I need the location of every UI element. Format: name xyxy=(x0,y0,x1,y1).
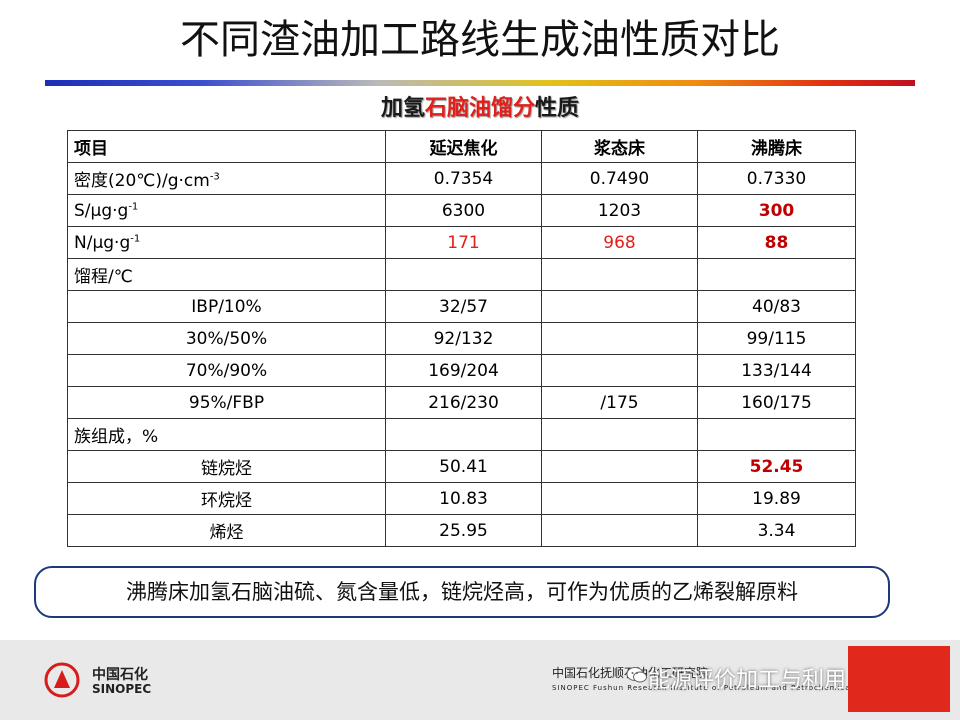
row-label-naphthenes: 环烷烃 xyxy=(67,482,386,515)
row-label-density: 密度(20℃)/g·cm-3 xyxy=(67,162,386,195)
cell-value: 25.95 xyxy=(385,514,542,547)
cell-value: 99/115 xyxy=(697,322,856,355)
row-label-95-fbp: 95%/FBP xyxy=(67,386,386,419)
cell-value xyxy=(541,290,698,323)
table-row: 70%/90% 169/204 133/144 xyxy=(67,354,856,387)
logo-text-cn: 中国石化 xyxy=(92,667,148,683)
slide-title: 不同渣油加工路线生成油性质对比 xyxy=(180,17,780,63)
row-label-70-90: 70%/90% xyxy=(67,354,386,387)
cell-value-highlight: 171 xyxy=(385,226,542,259)
cell-value xyxy=(541,354,698,387)
cell-value: 160/175 xyxy=(697,386,856,419)
cell-value: /175 xyxy=(541,386,698,419)
row-label-olefins: 烯烃 xyxy=(67,514,386,547)
institute-name-en: SINOPEC Fushun Research Institute of Pet… xyxy=(552,684,859,692)
row-label-distillation: 馏程/℃ xyxy=(67,258,386,291)
cell-value-highlight: 300 xyxy=(697,194,856,227)
row-label-text: S/μg·g xyxy=(74,200,129,221)
subtitle-part-3: 性质 xyxy=(535,96,580,121)
properties-table: 项目 延迟焦化 浆态床 沸腾床 密度(20℃)/g·cm-3 0.7354 0.… xyxy=(67,130,856,547)
cell-value: 32/57 xyxy=(385,290,542,323)
cell-value: 0.7354 xyxy=(385,162,542,195)
row-label-nitrogen: N/μg·g-1 xyxy=(67,226,386,259)
row-label-ibp: IBP/10% xyxy=(67,290,386,323)
conclusion-callout: 沸腾床加氢石脑油硫、氮含量低，链烷烃高，可作为优质的乙烯裂解原料 xyxy=(34,566,890,618)
cell-value xyxy=(541,514,698,547)
cell-value: 40/83 xyxy=(697,290,856,323)
row-label-30-50: 30%/50% xyxy=(67,322,386,355)
cell-value: 3.34 xyxy=(697,514,856,547)
row-label-exponent: -1 xyxy=(128,200,139,212)
table-header-row: 项目 延迟焦化 浆态床 沸腾床 xyxy=(67,130,856,163)
subtitle-part-2: 石脑油馏分 xyxy=(424,96,535,121)
cell-value xyxy=(541,418,698,451)
cell-value xyxy=(385,418,542,451)
cell-value: 92/132 xyxy=(385,322,542,355)
watermark-text: 能源评价加工与利用 xyxy=(648,668,847,693)
section-subtitle: 加氢石脑油馏分性质 xyxy=(0,92,960,126)
table-row: 30%/50% 92/132 99/115 xyxy=(67,322,856,355)
cell-value: 10.83 xyxy=(385,482,542,515)
header-ebullated-bed: 沸腾床 xyxy=(697,130,856,163)
table-row: 链烷烃 50.41 52.45 xyxy=(67,450,856,483)
table-row: 馏程/℃ xyxy=(67,258,856,291)
cell-value xyxy=(541,258,698,291)
row-label-paraffins: 链烷烃 xyxy=(67,450,386,483)
cell-value: 50.41 xyxy=(385,450,542,483)
cell-value-highlight: 968 xyxy=(541,226,698,259)
title-gradient-bar xyxy=(45,80,915,86)
table-row: S/μg·g-1 6300 1203 300 xyxy=(67,194,856,227)
header-item: 项目 xyxy=(67,130,386,163)
table-row: 烯烃 25.95 3.34 xyxy=(67,514,856,547)
header-delayed-coking: 延迟焦化 xyxy=(385,130,542,163)
logo-text-en: SINOPEC xyxy=(92,682,152,696)
row-label-exponent: -3 xyxy=(209,171,220,183)
cell-value xyxy=(697,258,856,291)
cell-value xyxy=(541,450,698,483)
cell-value: 6300 xyxy=(385,194,542,227)
sinopec-logo-icon xyxy=(44,662,80,698)
table-row: 95%/FBP 216/230 /175 160/175 xyxy=(67,386,856,419)
header-slurry-bed: 浆态床 xyxy=(541,130,698,163)
row-label-group-composition: 族组成，% xyxy=(67,418,386,451)
footer-red-block xyxy=(848,646,950,712)
cell-value: 133/144 xyxy=(697,354,856,387)
table-row: N/μg·g-1 171 968 88 xyxy=(67,226,856,259)
table-row: 环烷烃 10.83 19.89 xyxy=(67,482,856,515)
cell-value: 19.89 xyxy=(697,482,856,515)
row-label-exponent: -1 xyxy=(130,232,141,244)
footer-bar xyxy=(0,640,960,720)
table-row: IBP/10% 32/57 40/83 xyxy=(67,290,856,323)
cell-value: 0.7330 xyxy=(697,162,856,195)
cell-value-highlight: 52.45 xyxy=(697,450,856,483)
cell-value: 169/204 xyxy=(385,354,542,387)
cell-value: 0.7490 xyxy=(541,162,698,195)
cell-value xyxy=(541,482,698,515)
cell-value: 216/230 xyxy=(385,386,542,419)
wechat-icon xyxy=(626,667,647,683)
row-label-text: N/μg·g xyxy=(74,232,131,253)
cell-value: 1203 xyxy=(541,194,698,227)
cell-value xyxy=(541,322,698,355)
cell-value-highlight: 88 xyxy=(697,226,856,259)
subtitle-part-1: 加氢 xyxy=(380,96,425,121)
cell-value xyxy=(697,418,856,451)
row-label-text: 密度(20℃)/g·cm xyxy=(74,171,210,191)
row-label-sulfur: S/μg·g-1 xyxy=(67,194,386,227)
cell-value xyxy=(385,258,542,291)
table-row: 族组成，% xyxy=(67,418,856,451)
table-row: 密度(20℃)/g·cm-3 0.7354 0.7490 0.7330 xyxy=(67,162,856,195)
